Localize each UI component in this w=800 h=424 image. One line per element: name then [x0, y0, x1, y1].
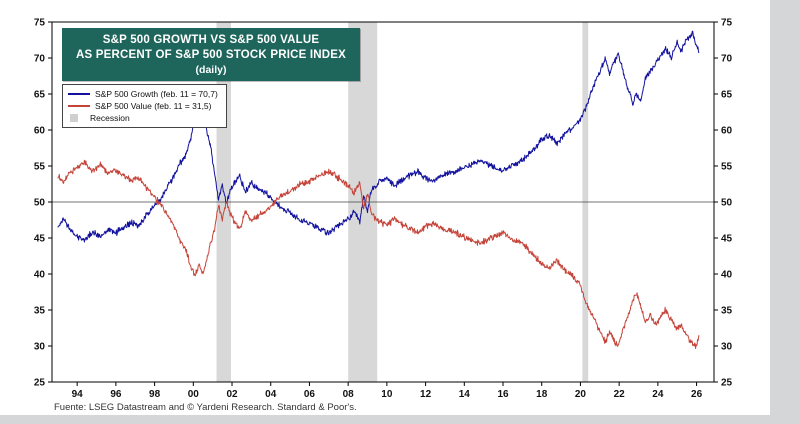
y-axis-label-right: 25: [721, 378, 733, 389]
y-axis-label-right: 40: [721, 270, 733, 281]
y-axis-label-right: 70: [721, 54, 733, 65]
x-axis-label: 10: [381, 389, 393, 400]
y-axis-label-left: 55: [34, 162, 46, 173]
x-axis-label: 02: [226, 389, 238, 400]
y-axis-label-right: 35: [721, 306, 733, 317]
legend-label-value: S&P 500 Value (feb. 11 = 31,5): [95, 101, 212, 111]
x-axis-label: 24: [652, 389, 664, 400]
x-axis-label: 98: [149, 389, 161, 400]
x-axis-label: 14: [459, 389, 471, 400]
legend-item-recession: Recession: [68, 112, 218, 124]
source-attribution: Fuente: LSEG Datastream and © Yardeni Re…: [54, 402, 357, 413]
y-axis-label-left: 60: [34, 126, 46, 137]
chart-page: 25 25 30 30 35 35 40 40 45 45 50 50 55 55 60 60 65 65 70 70…: [0, 0, 770, 415]
chart-title-line2: AS PERCENT OF S&P 500 STOCK PRICE INDEX: [76, 49, 347, 61]
y-axis-label-right: 55: [721, 162, 733, 173]
y-axis-label-left: 30: [34, 342, 46, 353]
sp500-value-line: [57, 159, 700, 350]
legend-label-growth: S&P 500 Growth (feb. 11 = 70,7): [95, 89, 218, 99]
chart-plot: 25 25 30 30 35 35 40 40 45 45 50 50 55 55 60 60 65 65 70 70…: [34, 18, 733, 401]
y-axis-label-left: 45: [34, 234, 46, 245]
x-axis-label: 00: [188, 389, 200, 400]
recession-band-swatch-icon: [70, 114, 78, 122]
y-axis-label-right: 45: [721, 234, 733, 245]
y-axis-label-left: 50: [34, 198, 46, 209]
y-axis-label-left: 35: [34, 306, 46, 317]
legend-label-recession: Recession: [90, 113, 130, 123]
y-axis-label-right: 50: [721, 198, 733, 209]
y-axis-label-left: 25: [34, 378, 46, 389]
y-axis-label-left: 40: [34, 270, 46, 281]
legend-item-growth: S&P 500 Growth (feb. 11 = 70,7): [68, 88, 218, 100]
y-axis-label-right: 75: [721, 18, 733, 29]
x-axis-label: 94: [72, 389, 84, 400]
x-axis-label: 04: [265, 389, 277, 400]
y-axis-label-right: 60: [721, 126, 733, 137]
growth-line-swatch-icon: [68, 93, 90, 95]
y-axis-label-left: 75: [34, 18, 46, 29]
y-axis-label-right: 65: [721, 90, 733, 101]
x-axis-label: 12: [420, 389, 432, 400]
chart-title-line1: S&P 500 GROWTH VS S&P 500 VALUE: [102, 34, 320, 46]
chart-title-frequency: (daily): [195, 64, 227, 76]
x-axis-label: 16: [497, 389, 509, 400]
legend-item-value: S&P 500 Value (feb. 11 = 31,5): [68, 100, 218, 112]
chart-title-box: S&P 500 GROWTH VS S&P 500 VALUE AS PERCE…: [62, 28, 361, 81]
y-axis-label-right: 30: [721, 342, 733, 353]
legend: S&P 500 Growth (feb. 11 = 70,7) S&P 500 …: [62, 84, 227, 128]
x-axis-label: 08: [343, 389, 355, 400]
x-axis-label: 18: [536, 389, 548, 400]
y-axis-label-left: 70: [34, 54, 46, 65]
y-axis-label-left: 65: [34, 90, 46, 101]
x-axis-label: 06: [304, 389, 316, 400]
sp500-growth-line: [57, 30, 700, 243]
x-axis-label: 20: [575, 389, 587, 400]
x-axis-label: 96: [110, 389, 122, 400]
x-axis-label: 26: [691, 389, 703, 400]
x-axis-label: 22: [614, 389, 626, 400]
value-line-swatch-icon: [68, 105, 90, 107]
